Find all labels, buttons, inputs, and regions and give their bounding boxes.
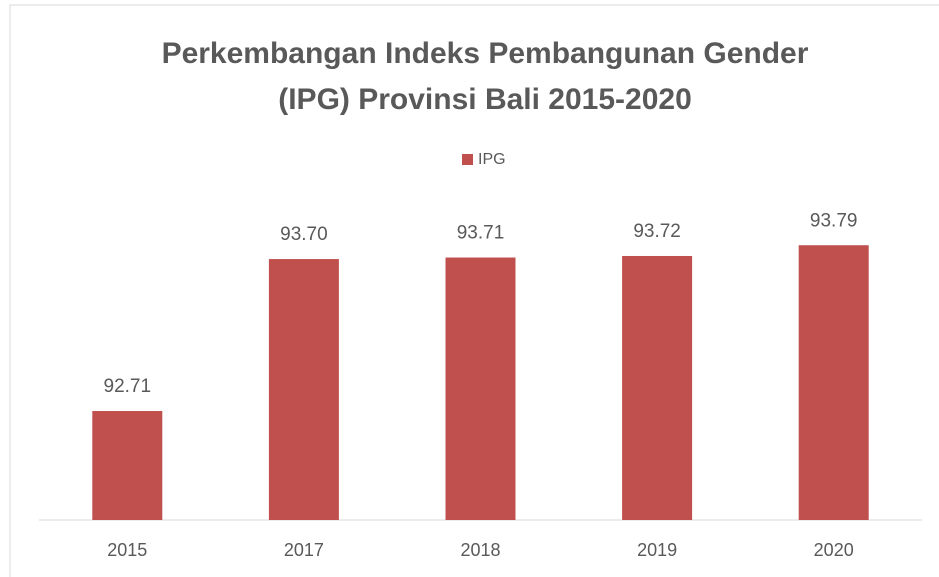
- legend-swatch: [462, 154, 473, 165]
- data-label: 93.79: [810, 210, 858, 231]
- x-tick-label: 2018: [460, 540, 500, 560]
- bar: [798, 245, 869, 521]
- chart-title: Perkembangan Indeks Pembangunan Gender: [162, 37, 809, 70]
- data-label: 92.71: [104, 376, 152, 397]
- x-tick-label: 2017: [284, 540, 324, 560]
- bar: [92, 411, 163, 520]
- x-tick-label: 2020: [814, 540, 854, 560]
- chart-title: (IPG) Provinsi Bali 2015-2020: [278, 83, 692, 116]
- data-label: 93.72: [633, 221, 681, 242]
- legend-label: IPG: [478, 151, 506, 168]
- bar: [268, 259, 339, 520]
- x-tick-label: 2019: [637, 540, 677, 560]
- data-label: 93.71: [457, 223, 505, 244]
- x-tick-label: 2015: [107, 540, 147, 560]
- data-label: 93.70: [280, 224, 328, 245]
- bar: [622, 255, 693, 521]
- bar: [445, 257, 516, 520]
